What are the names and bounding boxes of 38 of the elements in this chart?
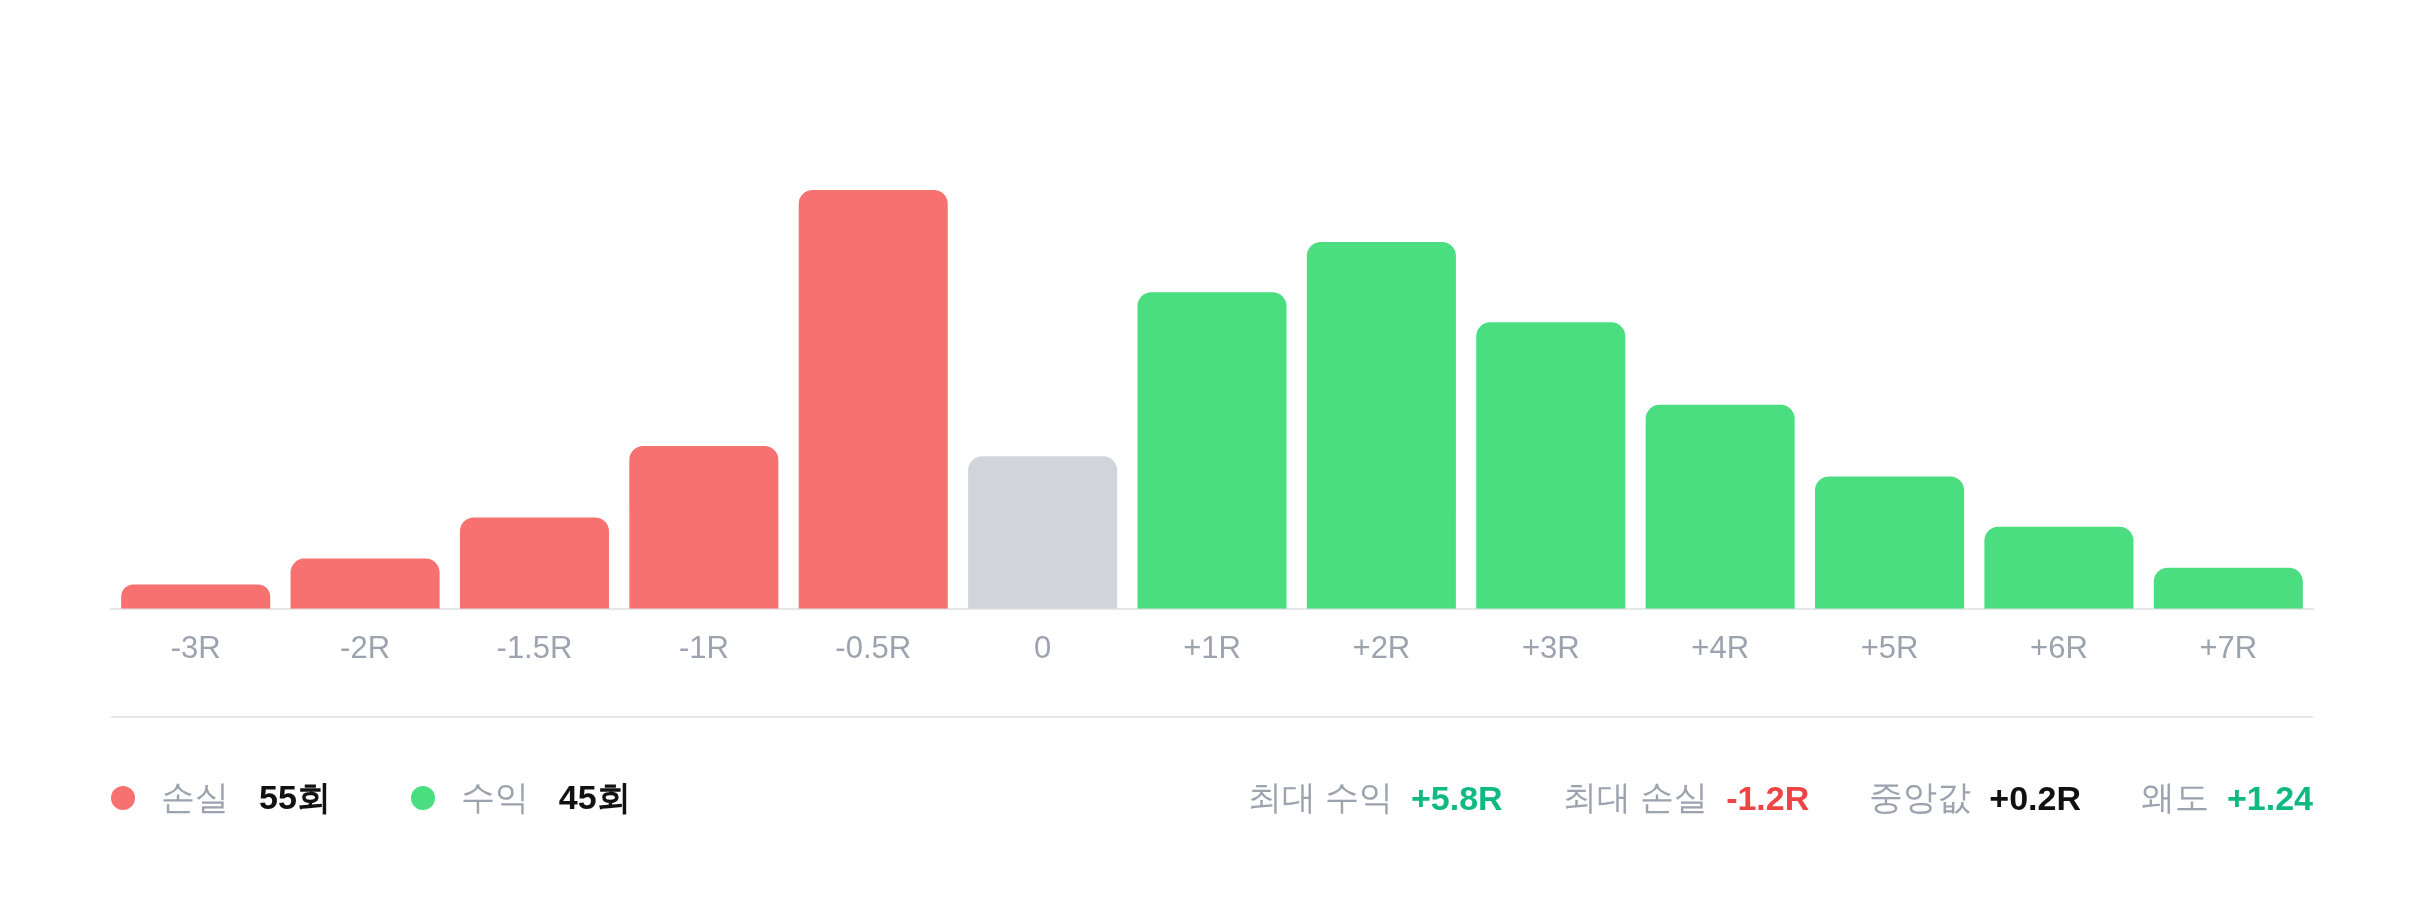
bar <box>2153 567 2303 609</box>
legend-label: 손실 <box>161 777 229 818</box>
bar <box>1137 292 1287 609</box>
text: 55회 <box>259 777 331 818</box>
x-tick-label: -1.5R <box>496 629 573 665</box>
x-tick-label: +7R <box>2199 629 2258 665</box>
x-tick-label: +6R <box>2030 629 2088 665</box>
bar <box>798 190 948 609</box>
x-tick-label: +2R <box>1352 629 1411 665</box>
x-tick-label: 0 <box>1033 629 1052 665</box>
bar <box>121 584 271 609</box>
x-tick-label: -3R <box>170 629 221 665</box>
x-tick-label: +4R <box>1691 629 1750 665</box>
x-tick-label: +1R <box>1183 629 1241 665</box>
bar <box>1645 404 1795 609</box>
text: -1.2R <box>1726 778 1810 818</box>
bar <box>968 456 1118 609</box>
text: 최대 수익 <box>1247 777 1393 818</box>
bar <box>1815 476 1965 609</box>
text: 왜도 <box>2140 777 2209 818</box>
text: 최대 손실 <box>1562 777 1709 818</box>
bar <box>290 558 440 609</box>
x-tick-label: +5R <box>1860 629 1919 665</box>
text: +0.2R <box>1989 778 2081 818</box>
text: 중앙값 <box>1869 777 1972 818</box>
x-tick-label: +3R <box>1521 629 1580 665</box>
x-tick-label: -0.5R <box>835 629 912 665</box>
bar <box>1306 241 1456 609</box>
text: +5.8R <box>1411 778 1503 818</box>
bar <box>1476 322 1626 609</box>
bar <box>629 445 779 609</box>
text: +1.24 <box>2226 778 2313 818</box>
bar <box>1984 526 2134 609</box>
x-tick-label: -1R <box>678 629 729 665</box>
text: 45회 <box>558 777 631 818</box>
legend-label: 수익 <box>460 777 529 818</box>
bar <box>459 517 609 609</box>
x-tick-label: -2R <box>340 629 391 665</box>
